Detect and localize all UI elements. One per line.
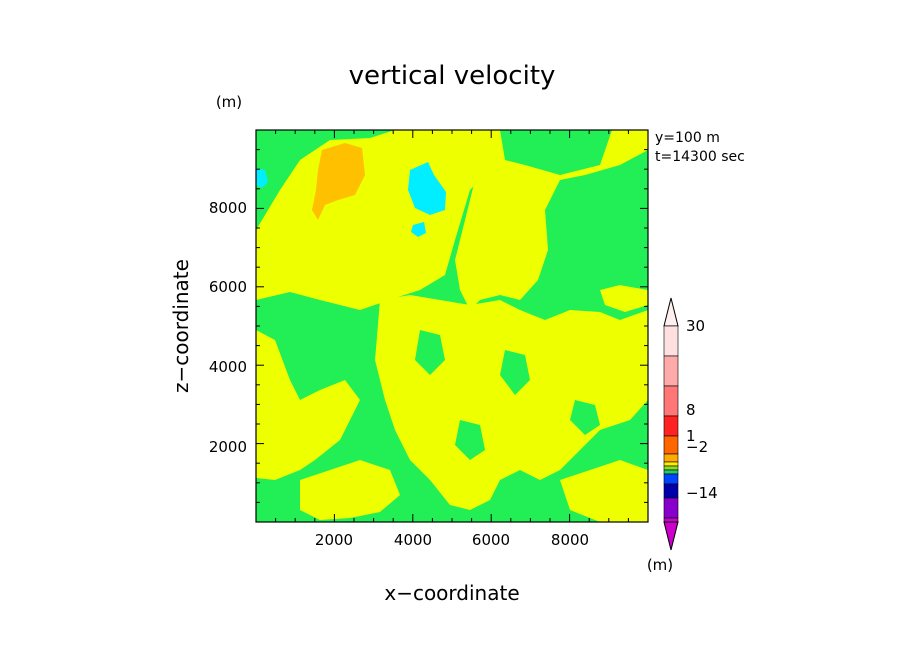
colorbar-label-1: 1 xyxy=(686,427,696,445)
colorbar-segment xyxy=(663,469,679,475)
annotation-t: t=14300 sec xyxy=(655,149,745,165)
yellow-region-center-band xyxy=(455,130,648,310)
field-yellow xyxy=(256,130,648,522)
colorbar-segment xyxy=(663,355,679,387)
yellow-region-main-upper xyxy=(256,130,500,310)
green-patch-center xyxy=(415,330,445,375)
colorbar-segment xyxy=(663,453,679,463)
y-tick-label-2000: 2000 xyxy=(209,438,247,456)
y-tick-label-4000: 4000 xyxy=(209,358,247,376)
field-cyan xyxy=(256,162,446,237)
x-tick-label-2000: 2000 xyxy=(315,531,353,549)
annotation-y: y=100 m xyxy=(655,130,720,146)
colorbar-segment xyxy=(663,415,679,437)
colorbar-label-8: 8 xyxy=(686,401,696,419)
yellow-region-center-low xyxy=(375,295,648,510)
green-patch-right-top xyxy=(555,160,648,290)
green-patch-low1 xyxy=(455,420,485,460)
y-tick-label-6000: 6000 xyxy=(209,278,247,296)
y-tick-label-8000: 8000 xyxy=(209,199,247,217)
green-patch-center2 xyxy=(500,350,530,395)
field-green-patches xyxy=(256,130,648,460)
colorbar-label-minus14: −14 xyxy=(686,484,718,502)
field-orange xyxy=(312,143,365,220)
colorbar-segment xyxy=(663,497,679,519)
cyan-blob-edge xyxy=(256,168,268,188)
x-tick-label-6000: 6000 xyxy=(472,531,510,549)
colorbar-top-arrow xyxy=(663,297,679,327)
x-tick-labels: 2000 4000 6000 8000 xyxy=(315,531,589,549)
colorbar-segment xyxy=(663,325,679,357)
y-tick-labels: 2000 4000 6000 8000 xyxy=(209,199,247,456)
colorbar-segment xyxy=(663,465,679,471)
colorbar-segment xyxy=(663,435,679,455)
green-patch-low2 xyxy=(570,400,600,435)
colorbar-segment xyxy=(663,461,679,467)
colorbar-segment xyxy=(663,385,679,417)
colorbar-label-minus2: −2 xyxy=(686,438,708,456)
chart-title: vertical velocity xyxy=(349,61,556,91)
yellow-region-right-mid xyxy=(600,285,648,312)
x-tick-label-8000: 8000 xyxy=(551,531,589,549)
y-axis-label: z−coordinate xyxy=(169,259,193,393)
yellow-region-right-low xyxy=(560,460,648,522)
yellow-region-left-low xyxy=(256,330,360,480)
colorbar-segment xyxy=(663,483,679,499)
colorbar-unit: (m) xyxy=(647,556,673,574)
cyan-blob-main xyxy=(408,162,446,215)
x-tick-label-4000: 4000 xyxy=(394,531,432,549)
colorbar-label-30: 30 xyxy=(686,317,705,335)
x-axis-label: x−coordinate xyxy=(384,581,519,605)
cyan-blob-small xyxy=(411,222,426,237)
colorbar-segment xyxy=(663,517,679,523)
yellow-region-bottom-left xyxy=(300,460,400,520)
colorbar-segment xyxy=(663,473,679,485)
plot-area xyxy=(255,129,649,523)
y-axis-unit: (m) xyxy=(216,93,242,111)
axis-ticks xyxy=(256,130,648,522)
green-patch-upper-left xyxy=(256,130,310,200)
colorbar xyxy=(663,297,679,551)
colorbar-bottom-arrow xyxy=(663,521,679,551)
